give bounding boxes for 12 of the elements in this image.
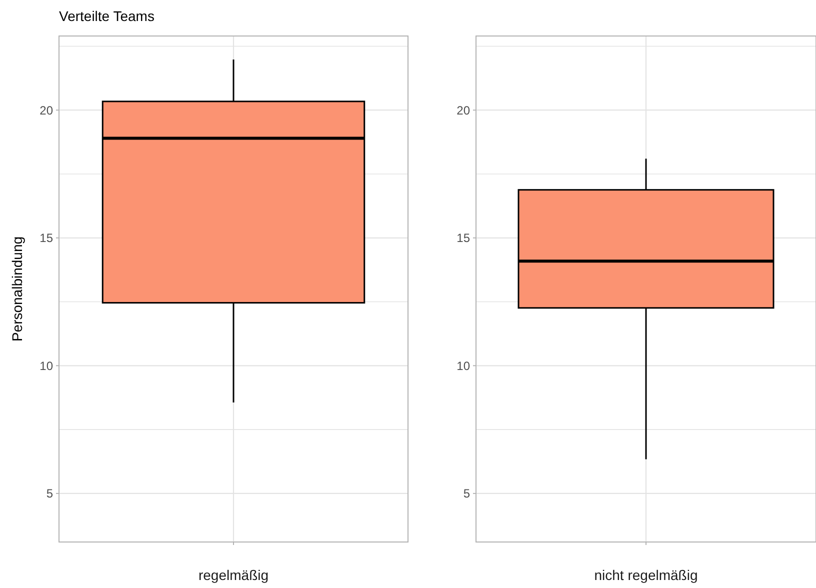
y-tick-label: 10 bbox=[456, 358, 470, 373]
y-axis-title: Personalbindung bbox=[9, 236, 25, 342]
chart-title: Verteilte Teams bbox=[59, 8, 154, 24]
y-tick-label: 10 bbox=[40, 358, 54, 373]
x-tick-label: nicht regelmäßig bbox=[594, 567, 698, 583]
y-tick-label: 15 bbox=[40, 231, 54, 246]
y-tick-label: 5 bbox=[46, 486, 54, 501]
y-tick-label: 5 bbox=[463, 486, 470, 501]
y-tick-label: 15 bbox=[456, 231, 470, 246]
y-tick-label: 20 bbox=[40, 103, 54, 118]
y-tick-label: 20 bbox=[456, 103, 470, 118]
x-tick-label: regelmäßig bbox=[198, 567, 269, 583]
